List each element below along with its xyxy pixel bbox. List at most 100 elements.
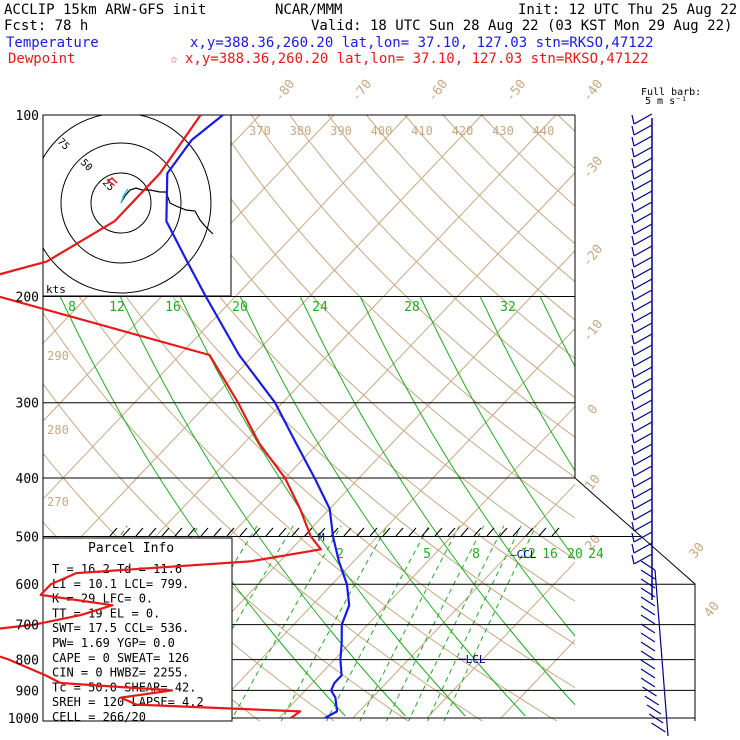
moist-adiabat xyxy=(299,295,575,706)
wind-barb-flag xyxy=(631,510,635,521)
parcel-row: SWT= 17.5 CCL= 536. xyxy=(52,621,189,635)
wind-barb xyxy=(633,487,653,499)
pressure-label-400: 400 xyxy=(16,472,39,487)
mixing-ratio-label: 24 xyxy=(588,547,604,562)
hodograph-axis-label: kts xyxy=(46,283,66,296)
isotherm-label: 0 xyxy=(585,402,602,417)
isotherm xyxy=(500,639,575,719)
mixing-ratio-label: 28 xyxy=(404,300,420,315)
wind-barb-flag xyxy=(631,235,635,246)
wind-barb xyxy=(633,135,653,147)
storm-motion-marker xyxy=(106,177,118,186)
parcel-row: K = 29 LFC= 0. xyxy=(52,592,153,606)
mixing-ratio-label: 12 xyxy=(520,547,536,562)
hatch-mark xyxy=(512,527,521,537)
isotherm-label: 10 xyxy=(583,472,604,494)
mixing-ratio-label: 16 xyxy=(165,300,181,315)
mixing-ratio-label: 20 xyxy=(232,300,248,315)
theta-label: 410 xyxy=(411,124,433,138)
wind-barb xyxy=(633,410,653,422)
wind-barb xyxy=(640,578,656,589)
temperature-line xyxy=(165,114,351,719)
hatch-mark xyxy=(200,527,209,537)
parcel-info-title: Parcel Info xyxy=(88,541,174,556)
wind-barb xyxy=(633,465,653,477)
isotherm-label: -40 xyxy=(580,77,606,105)
hatch-mark xyxy=(226,527,235,537)
wind-barb-flag xyxy=(631,411,635,422)
wind-barb xyxy=(640,659,656,670)
dry-adiabat xyxy=(97,115,575,602)
wind-barb xyxy=(633,520,653,532)
wind-barb xyxy=(633,212,653,224)
isotherm xyxy=(426,561,575,719)
hatch-mark xyxy=(538,527,547,537)
wind-barb-flag xyxy=(631,532,635,543)
isotherm-label: 30 xyxy=(687,540,708,562)
org-label: NCAR/MMM xyxy=(275,2,342,18)
wind-barb xyxy=(633,256,653,268)
dry-adiabat xyxy=(212,115,575,478)
dry-adiabat xyxy=(250,115,575,438)
pressure-label-300: 300 xyxy=(16,397,39,412)
mixing-ratio-label: 16 xyxy=(542,547,558,562)
wind-barb xyxy=(640,587,656,598)
wind-barb xyxy=(633,476,653,488)
hatch-mark xyxy=(252,527,261,537)
dry-adiabat xyxy=(481,115,575,207)
moist-adiabat xyxy=(239,295,526,717)
isotherm xyxy=(43,115,483,578)
isotherm xyxy=(204,327,575,719)
theta-label: 290 xyxy=(47,349,69,363)
hodograph-ring-75 xyxy=(43,115,212,294)
wind-barb-flag xyxy=(631,114,635,125)
wind-barb xyxy=(633,190,653,202)
hatch-mark xyxy=(356,527,365,537)
hatch-mark xyxy=(525,527,534,537)
wind-barb xyxy=(633,432,653,444)
theta-label: 420 xyxy=(452,124,474,138)
pressure-label-100: 100 xyxy=(16,109,39,124)
wind-barb-flag xyxy=(631,334,635,345)
wind-barb xyxy=(633,168,653,180)
wind-barb-flag xyxy=(631,180,635,191)
theta-label: 440 xyxy=(533,124,555,138)
pressure-label-600: 600 xyxy=(16,578,39,593)
wind-barbs xyxy=(631,113,669,737)
wind-barb xyxy=(633,201,653,213)
hatch-mark xyxy=(447,527,456,537)
model-title: ACCLIP 15km ARW-GFS init xyxy=(4,2,206,18)
wind-barb xyxy=(633,124,653,136)
parcel-row: CELL = 266/20 xyxy=(52,710,146,724)
theta-label: 390 xyxy=(330,124,352,138)
wind-barb-flag xyxy=(631,169,635,180)
wind-barb xyxy=(633,179,653,191)
wind-barb-flag xyxy=(631,466,635,477)
wind-barb xyxy=(640,596,656,607)
wind-barb-flag xyxy=(631,158,635,169)
isotherm-label: -20 xyxy=(580,242,606,270)
parcel-row: T = 16.2 Td = 11.6 xyxy=(52,562,182,576)
mixing-ratio-label: 24 xyxy=(312,300,328,315)
hodograph-frame xyxy=(42,114,232,297)
wind-barb-flag xyxy=(631,521,635,532)
isotherm-labels: -80 -70 -60 -50 -40 -30 -20 -10 0 10 20 30 40 xyxy=(272,77,723,621)
mixing-ratio-line xyxy=(385,525,485,721)
wind-barb-staff-low xyxy=(654,569,669,737)
theta-label: 380 xyxy=(290,124,312,138)
theta-label: 370 xyxy=(249,124,271,138)
pressure-axis-labels: 100 200 300 400 500 600 700 800 900 1000 xyxy=(8,109,39,727)
wind-barb xyxy=(633,267,653,279)
wind-barb xyxy=(640,614,656,625)
wind-barb xyxy=(633,146,653,158)
mixing-ratio-label: 12 xyxy=(109,300,125,315)
wind-barb xyxy=(633,531,653,543)
wind-barb xyxy=(633,300,653,312)
wind-barb xyxy=(640,560,656,571)
wind-barb xyxy=(633,245,653,257)
wind-barb-flag xyxy=(631,477,635,488)
moist-adiabat xyxy=(479,295,575,472)
wind-barb xyxy=(640,605,656,616)
m-marker: M xyxy=(318,531,325,544)
